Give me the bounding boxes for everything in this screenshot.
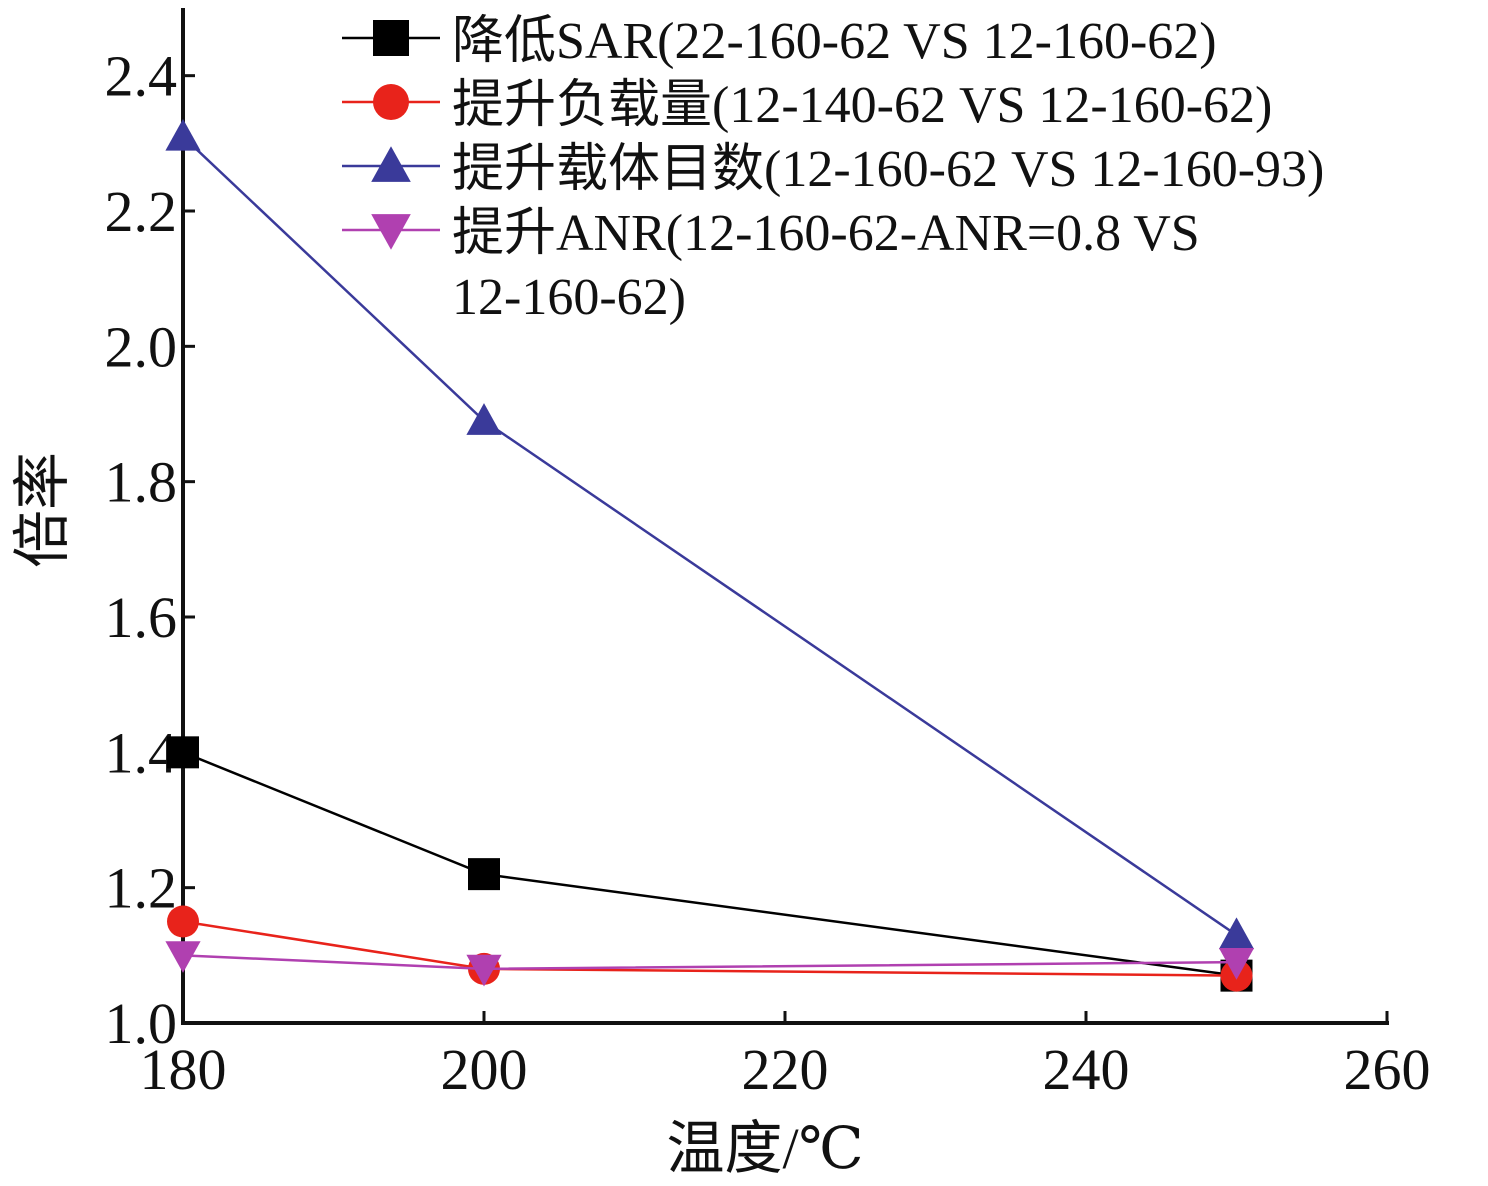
axes: 1.0 1.2 1.4 1.6 1.8 2.0 2.2 2.4 180 200 220 240 260: [105, 8, 1431, 1102]
data-point-marker: [466, 954, 502, 987]
series-3: [165, 941, 1255, 987]
data-point-marker: [468, 858, 500, 891]
legend-marker: [371, 214, 411, 250]
data-point-marker: [1218, 948, 1255, 980]
series-1: [167, 905, 1253, 992]
x-tick-label: 180: [140, 1037, 227, 1102]
legend-label: 降低SAR(22-160-62 VS 12-160-62): [452, 13, 1217, 70]
y-tick-label: 1.4: [105, 720, 178, 785]
y-tick-label: 2.2: [105, 179, 178, 244]
series-line: [182, 954, 1237, 971]
x-tick-label: 200: [441, 1037, 528, 1102]
legend-label: 提升ANR(12-160-62-ANR=0.8 VS 12-160-62): [452, 205, 1200, 326]
data-point-marker: [466, 403, 502, 435]
data-point-marker: [165, 941, 201, 973]
legend-marker: [373, 20, 409, 56]
y-tick-label: 1.8: [105, 450, 178, 515]
legend-marker: [371, 146, 411, 182]
y-tick-label: 2.0: [105, 314, 178, 379]
legend-marker: [373, 84, 409, 120]
y-tick-label: 2.4: [105, 44, 178, 109]
series-line: [182, 751, 1237, 977]
series-0: [167, 736, 1253, 992]
x-tick-label: 240: [1043, 1037, 1130, 1102]
y-tick-label: 1.2: [105, 856, 178, 921]
series-layer: [165, 118, 1255, 992]
data-point-marker: [1218, 917, 1255, 950]
y-tick-label: 1.6: [105, 585, 178, 650]
data-point-marker: [165, 118, 201, 151]
y-axis-title: 倍率: [10, 452, 75, 568]
x-tick-label: 260: [1344, 1037, 1431, 1102]
data-point-marker: [167, 905, 199, 938]
legend: 降低SAR(22-160-62 VS 12-160-62) 提升负载量(12-14…: [342, 13, 1324, 326]
x-tick-label: 220: [742, 1037, 829, 1102]
x-axis-title: 温度/℃: [667, 1116, 864, 1181]
y-tick-label: 1.0: [105, 991, 178, 1056]
legend-label: 提升载体目数(12-160-62 VS 12-160-93): [452, 141, 1324, 198]
data-point-marker: [167, 736, 199, 769]
series-2: [165, 118, 1255, 950]
legend-label: 提升负载量(12-140-62 VS 12-160-62): [452, 77, 1272, 134]
